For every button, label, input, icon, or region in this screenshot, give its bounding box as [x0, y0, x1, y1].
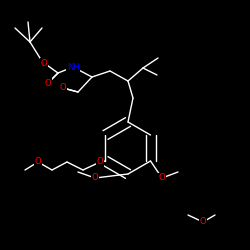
- Text: O: O: [45, 78, 51, 88]
- Text: O: O: [92, 174, 98, 182]
- Text: O: O: [200, 218, 206, 226]
- Text: NH: NH: [66, 62, 80, 72]
- Text: O: O: [60, 84, 66, 92]
- Text: O: O: [97, 158, 103, 166]
- Text: O: O: [41, 58, 47, 68]
- Text: O: O: [35, 158, 41, 166]
- Text: O: O: [159, 174, 165, 182]
